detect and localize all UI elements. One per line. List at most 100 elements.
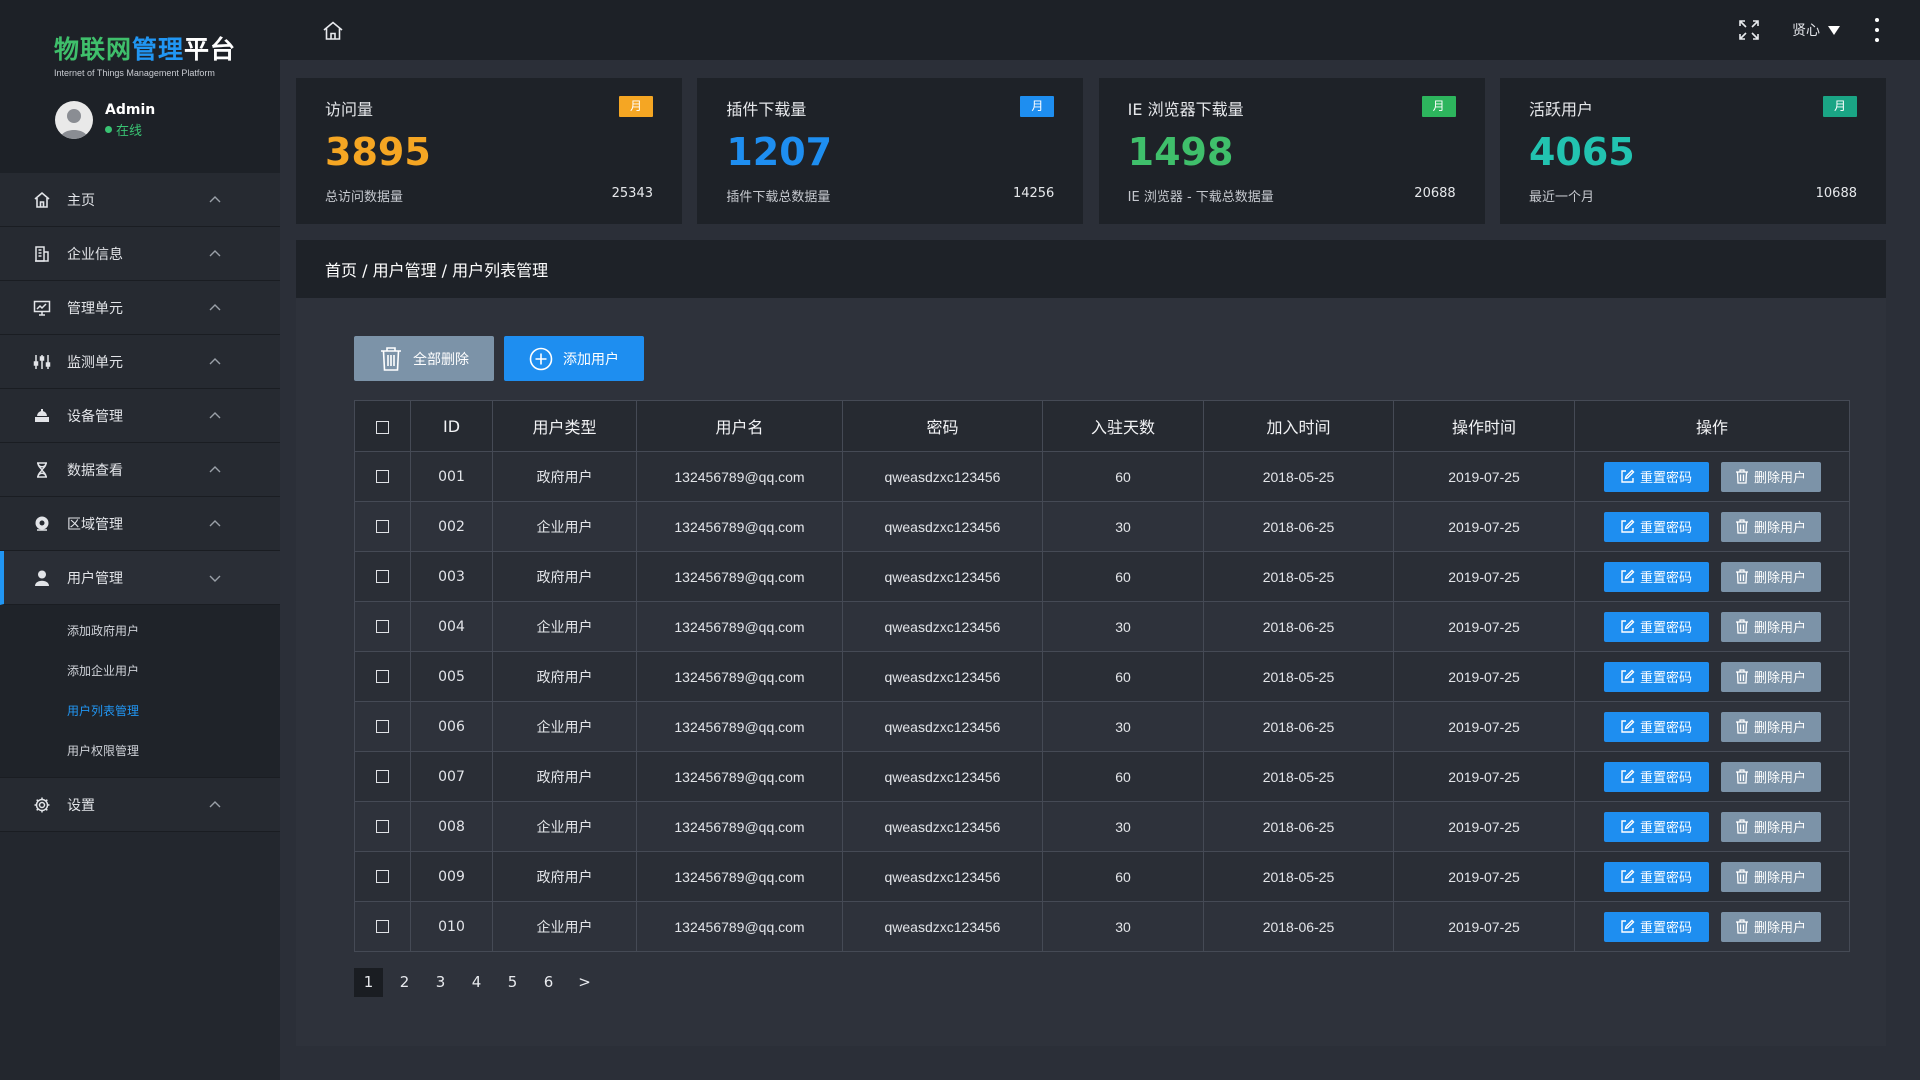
reset-password-button[interactable]: 重置密码 (1603, 661, 1709, 692)
table-row: 005 政府用户 132456789@qq.com qweasdzxc123456 60… (354, 651, 1850, 702)
edit-icon (1621, 819, 1635, 833)
reset-password-label: 重置密码 (1639, 721, 1692, 736)
reset-password-button[interactable]: 重置密码 (1603, 611, 1709, 642)
cell-username: 132456789@qq.com (636, 751, 843, 802)
delete-user-label: 删除用户 (1753, 521, 1806, 536)
more-vertical-icon[interactable] (1874, 18, 1880, 42)
sidebar-item-data-view[interactable]: 数据查看 (0, 443, 280, 497)
cell-updated: 2019-07-25 (1393, 551, 1575, 602)
delete-user-button[interactable]: 删除用户 (1720, 861, 1821, 892)
cell-password: qweasdzxc123456 (842, 901, 1043, 952)
avatar[interactable] (55, 101, 93, 139)
cell-days: 60 (1042, 451, 1204, 502)
logo[interactable]: 物联网管理平台 Internet of Things Management Pl… (54, 30, 236, 78)
users-submenu: 添加政府用户 添加企业用户 用户列表管理 用户权限管理 (0, 605, 280, 778)
select-all-checkbox[interactable] (376, 420, 389, 434)
row-checkbox[interactable] (376, 520, 389, 533)
table-row: 002 企业用户 132456789@qq.com qweasdzxc123456 30… (354, 501, 1850, 552)
row-checkbox[interactable] (376, 570, 389, 583)
card-total: 20688 (1414, 186, 1456, 201)
trash-icon (1735, 819, 1748, 834)
cell-updated: 2019-07-25 (1393, 901, 1575, 952)
sidebar-item-enterprise[interactable]: 企业信息 (0, 227, 280, 281)
sidebar-item-monitor-unit[interactable]: 监测单元 (0, 335, 280, 389)
sidebar-item-management-unit[interactable]: 管理单元 (0, 281, 280, 335)
sidebar-item-home[interactable]: 主页 (0, 173, 280, 227)
page-1[interactable]: 1 (354, 968, 383, 997)
trash-icon (1735, 469, 1748, 484)
row-checkbox[interactable] (376, 620, 389, 633)
cell-password: qweasdzxc123456 (842, 501, 1043, 552)
home-icon[interactable] (322, 20, 344, 42)
cell-actions: 重置密码 删除用户 (1574, 651, 1850, 702)
row-checkbox[interactable] (376, 820, 389, 833)
delete-user-button[interactable]: 删除用户 (1720, 811, 1821, 842)
reset-password-button[interactable]: 重置密码 (1603, 911, 1709, 942)
card-value: 1498 (1127, 130, 1234, 174)
reset-password-button[interactable]: 重置密码 (1603, 761, 1709, 792)
page-6[interactable]: 6 (543, 973, 554, 991)
row-checkbox[interactable] (376, 670, 389, 683)
fullscreen-icon[interactable] (1738, 19, 1760, 41)
cell-joined: 2018-05-25 (1203, 551, 1394, 602)
add-user-button[interactable]: 添加用户 (504, 336, 644, 381)
sidebar-item-region[interactable]: 区域管理 (0, 497, 280, 551)
submenu-user-list[interactable]: 用户列表管理 (67, 704, 140, 718)
delete-all-label: 全部删除 (413, 351, 469, 368)
sidebar-item-device[interactable]: 设备管理 (0, 389, 280, 443)
submenu-add-government-user[interactable]: 添加政府用户 (67, 624, 140, 638)
delete-user-button[interactable]: 删除用户 (1720, 711, 1821, 742)
next-page-button[interactable]: > (578, 973, 591, 991)
cell-id: 004 (410, 601, 493, 652)
submenu-add-enterprise-user[interactable]: 添加企业用户 (67, 664, 140, 678)
page-4[interactable]: 4 (471, 973, 482, 991)
cell-id: 003 (410, 551, 493, 602)
delete-user-button[interactable]: 删除用户 (1720, 611, 1821, 642)
delete-user-button[interactable]: 删除用户 (1720, 661, 1821, 692)
page-5[interactable]: 5 (507, 973, 518, 991)
reset-password-button[interactable]: 重置密码 (1603, 861, 1709, 892)
delete-user-label: 删除用户 (1753, 821, 1806, 836)
cell-id: 002 (410, 501, 493, 552)
edit-icon (1621, 619, 1635, 633)
card-value: 4065 (1528, 130, 1635, 174)
reset-password-button[interactable]: 重置密码 (1603, 511, 1709, 542)
delete-all-button[interactable]: 全部删除 (354, 336, 494, 381)
row-checkbox[interactable] (376, 770, 389, 783)
chevron-up-icon (209, 304, 221, 311)
delete-user-button[interactable]: 删除用户 (1720, 561, 1821, 592)
page-3[interactable]: 3 (435, 973, 446, 991)
reset-password-button[interactable]: 重置密码 (1603, 561, 1709, 592)
building-icon (32, 244, 52, 264)
cell-id: 010 (410, 901, 493, 952)
sidebar-item-users[interactable]: 用户管理 (0, 551, 280, 605)
submenu-user-permissions[interactable]: 用户权限管理 (67, 744, 140, 758)
cell-actions: 重置密码 删除用户 (1574, 901, 1850, 952)
row-checkbox[interactable] (376, 870, 389, 883)
row-checkbox[interactable] (376, 720, 389, 733)
row-checkbox[interactable] (376, 470, 389, 483)
sidebar-menu: 主页 企业信息 管理单元 监测单元 设备管理 数据查看 (0, 173, 280, 605)
reset-password-button[interactable]: 重置密码 (1603, 811, 1709, 842)
delete-user-button[interactable]: 删除用户 (1720, 511, 1821, 542)
monitor-chart-icon (32, 298, 52, 318)
delete-user-button[interactable]: 删除用户 (1720, 461, 1821, 492)
delete-user-button[interactable]: 删除用户 (1720, 911, 1821, 942)
cell-user-type: 企业用户 (492, 501, 637, 552)
user-profile[interactable]: Admin 在线 (55, 101, 155, 139)
row-checkbox[interactable] (376, 920, 389, 933)
edit-icon (1621, 469, 1635, 483)
sidebar-item-label: 数据查看 (67, 462, 123, 479)
cell-days: 60 (1042, 651, 1204, 702)
cell-joined: 2018-05-25 (1203, 451, 1394, 502)
device-icon (32, 406, 52, 426)
delete-user-button[interactable]: 删除用户 (1720, 761, 1821, 792)
user-dropdown[interactable]: 贤心 (1792, 20, 1840, 40)
sidebar-item-settings[interactable]: 设置 (0, 778, 280, 832)
cell-password: qweasdzxc123456 (842, 601, 1043, 652)
reset-password-button[interactable]: 重置密码 (1603, 711, 1709, 742)
page-2[interactable]: 2 (399, 973, 410, 991)
logo-title-part3: 平台 (184, 35, 237, 64)
sidebar: 物联网管理平台 Internet of Things Management Pl… (0, 0, 280, 1080)
reset-password-button[interactable]: 重置密码 (1603, 461, 1709, 492)
